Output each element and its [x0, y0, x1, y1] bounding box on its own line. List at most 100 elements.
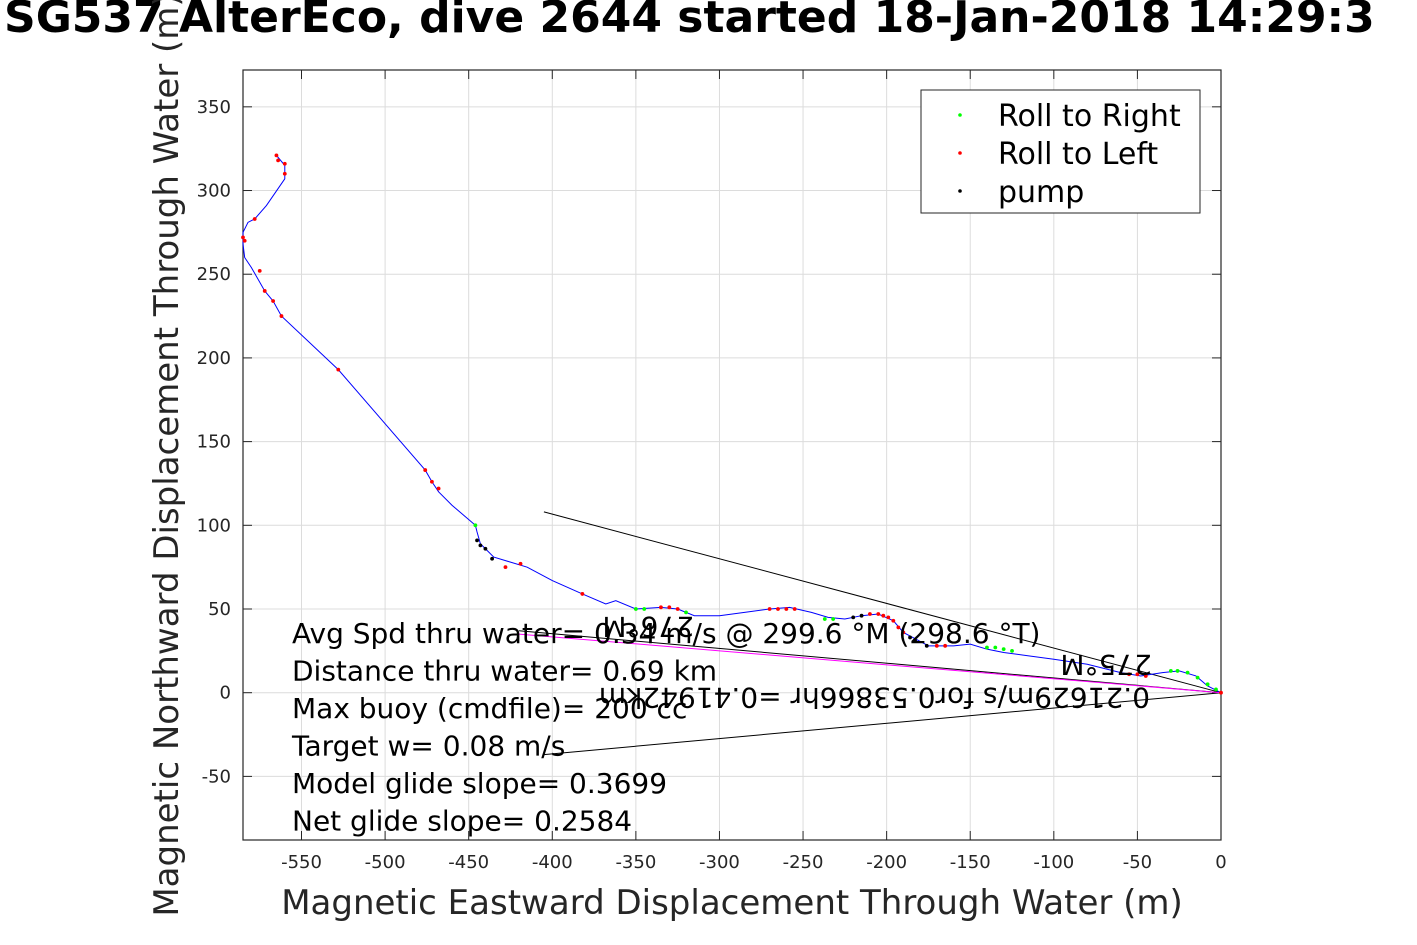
pump-marker — [924, 643, 929, 648]
roll-left-marker — [274, 153, 279, 158]
x-tick-label: 0 — [1215, 852, 1226, 873]
roll-left-marker — [896, 625, 901, 630]
roll-left-marker — [886, 615, 891, 620]
legend-box — [920, 89, 1201, 214]
roll-left-marker — [430, 479, 434, 484]
pump-marker — [851, 615, 856, 620]
roll-left-marker — [436, 486, 441, 491]
roll-left-marker — [784, 607, 789, 611]
roll-left-marker — [423, 468, 428, 472]
roll-left-marker — [1143, 674, 1148, 678]
legend-marker-roll-left — [958, 151, 962, 155]
pump-marker — [908, 635, 912, 640]
reference-line — [518, 630, 1222, 694]
roll-left-marker — [518, 561, 523, 566]
annotation-line: Net glide slope= 0.2584 — [292, 805, 632, 838]
roll-right-marker — [1010, 648, 1014, 653]
flipped-annotation: 0.21629m/s for0.53866hr =0.41942km — [599, 681, 1150, 714]
roll-left-marker — [1219, 690, 1223, 695]
roll-right-marker — [1214, 687, 1218, 692]
x-tick-label: -300 — [699, 852, 740, 873]
y-tick-label: 200 — [197, 348, 231, 369]
roll-right-marker — [1168, 669, 1173, 673]
roll-right-marker — [985, 645, 989, 650]
track-series — [242, 155, 1222, 694]
x-tick-label: -200 — [866, 852, 907, 873]
y-tick-label: 0 — [220, 683, 231, 704]
x-tick-label: -450 — [448, 852, 489, 873]
roll-right-marker — [1185, 670, 1190, 675]
pump-marker — [478, 543, 483, 548]
roll-left-marker — [876, 612, 881, 616]
roll-right-marker — [822, 617, 827, 621]
legend-label-roll-left: Roll to Left — [998, 137, 1158, 172]
legend-label-pump: pump — [998, 175, 1084, 210]
annotation-block: Avg Spd thru water= 0.34 m/s @ 299.6 °M … — [291, 617, 1040, 838]
roll-left-marker — [503, 565, 508, 570]
annotation-line: Target w= 0.08 m/s — [291, 730, 565, 763]
roll-left-marker — [242, 238, 247, 243]
roll-left-marker — [1135, 672, 1140, 677]
annotation-line: Distance thru water= 0.69 km — [292, 655, 717, 688]
roll-left-marker — [276, 158, 281, 163]
y-tick-label: 350 — [197, 97, 231, 118]
roll-left-marker — [901, 630, 906, 635]
roll-right-marker — [633, 607, 638, 611]
pump-marker — [490, 556, 494, 561]
x-tick-label: -250 — [783, 852, 824, 873]
roll-right-marker — [993, 645, 998, 650]
flipped-annotation: 275°M — [1060, 648, 1152, 681]
roll-right-marker — [831, 617, 836, 621]
roll-left-marker — [776, 607, 780, 611]
roll-left-marker — [667, 605, 672, 610]
roll-left-marker — [336, 367, 341, 372]
roll-right-marker — [1195, 675, 1200, 680]
roll-left-marker — [767, 607, 772, 611]
roll-right-marker — [473, 523, 478, 528]
legend-label-roll-right: Roll to Right — [998, 99, 1181, 134]
pump-marker — [483, 546, 488, 551]
reference-line — [543, 692, 1222, 756]
reference-line — [543, 511, 1222, 694]
roll-left-marker — [252, 217, 257, 221]
roll-left-marker — [282, 161, 287, 166]
y-tick-label: 300 — [197, 181, 231, 202]
chart-title: SG537 AlterEco, dive 2644 started 18-Jan… — [4, 0, 1375, 43]
y-tick-label: 50 — [208, 599, 231, 620]
annotation-line: Max buoy (cmdfile)= 200 cc — [292, 692, 687, 725]
y-axis-label: Magnetic Northward Displacement Through … — [147, 0, 187, 917]
y-tick-label: -50 — [202, 766, 231, 787]
roll-left-marker — [279, 314, 284, 318]
axis-ticks: -550 -50 0 -450 -400 -350 -300 -250 -200 -150 -100… — [197, 70, 1227, 873]
annotation-line: Model glide slope= 0.3699 — [292, 767, 667, 800]
x-tick-label: -100 — [1033, 852, 1074, 873]
track-markers — [241, 153, 1223, 695]
legend-marker-roll-right — [958, 113, 962, 117]
y-tick-label: 250 — [197, 264, 231, 285]
flipped-annotation: 276°M — [602, 610, 694, 643]
roll-right-marker — [642, 607, 647, 611]
y-tick-label: 150 — [197, 432, 231, 453]
x-tick-label: -350 — [615, 852, 656, 873]
roll-right-marker — [684, 610, 688, 615]
roll-left-marker — [257, 268, 262, 273]
x-tick-label: -550 — [281, 852, 322, 873]
roll-left-marker — [675, 607, 680, 611]
roll-left-marker — [271, 299, 275, 303]
x-tick-label: -150 — [950, 852, 991, 873]
annotation-line: Avg Spd thru water= 0.34 m/s @ 299.6 °M … — [292, 617, 1040, 650]
x-tick-label: -400 — [532, 852, 573, 873]
pump-marker — [859, 613, 864, 618]
roll-right-marker — [1175, 669, 1180, 673]
pump-marker — [913, 638, 917, 643]
roll-left-marker — [1127, 672, 1131, 677]
reference-line — [518, 633, 1222, 694]
roll-left-marker — [580, 592, 585, 596]
roll-left-marker — [262, 289, 267, 293]
roll-left-marker — [934, 643, 939, 648]
y-tick-label: 100 — [197, 515, 231, 536]
roll-left-marker — [659, 605, 663, 610]
plot-frame — [242, 69, 1222, 841]
